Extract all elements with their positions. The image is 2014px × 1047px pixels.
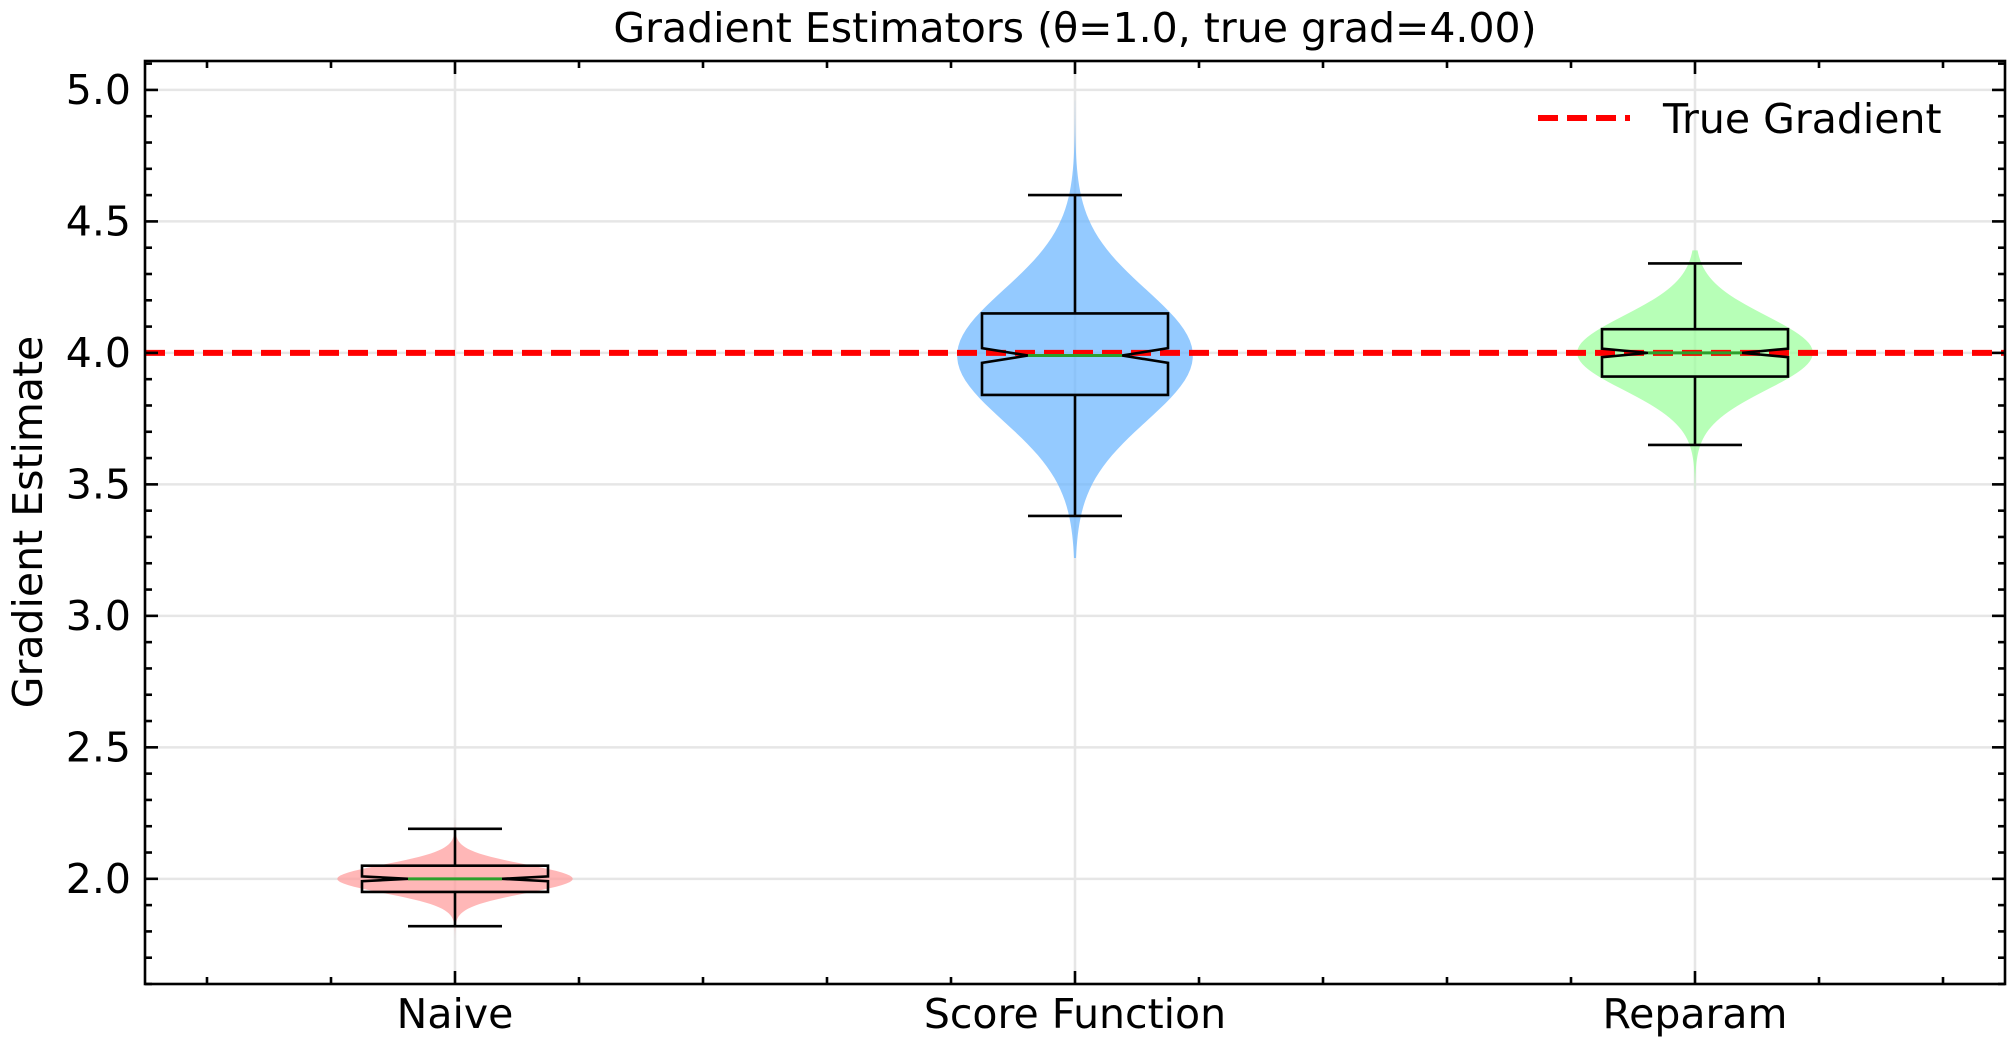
y-tick-label: 3.5 xyxy=(66,460,131,508)
legend: True Gradient xyxy=(1538,95,1942,143)
y-tick-label: 5.0 xyxy=(66,66,131,114)
chart-title: Gradient Estimators (θ=1.0, true grad=4.… xyxy=(613,4,1536,52)
x-tick-label: Reparam xyxy=(1603,990,1788,1038)
boxplots xyxy=(360,193,1790,928)
boxplot-naive xyxy=(360,827,550,928)
tick-labels: 2.0 2.5 3.0 3.5 4.0 4.5 5.0 Naive Score Function… xyxy=(66,66,1788,1038)
boxplot-score-function xyxy=(980,193,1170,518)
y-tick-label: 4.5 xyxy=(66,197,131,245)
violin-score-function xyxy=(957,100,1193,558)
axis-ticks xyxy=(145,61,2005,986)
y-tick-label: 2.0 xyxy=(66,855,131,903)
x-tick-label: Score Function xyxy=(924,990,1226,1038)
x-tick-label: Naive xyxy=(397,990,514,1038)
y-tick-label: 3.0 xyxy=(66,592,131,640)
y-tick-label: 2.5 xyxy=(66,723,131,771)
boxplot-reparam xyxy=(1600,262,1790,447)
violin-reparam xyxy=(1577,250,1813,490)
y-tick-label: 4.0 xyxy=(66,329,131,377)
y-axis-label: Gradient Estimate xyxy=(4,336,52,709)
legend-label-true-gradient: True Gradient xyxy=(1662,95,1942,143)
